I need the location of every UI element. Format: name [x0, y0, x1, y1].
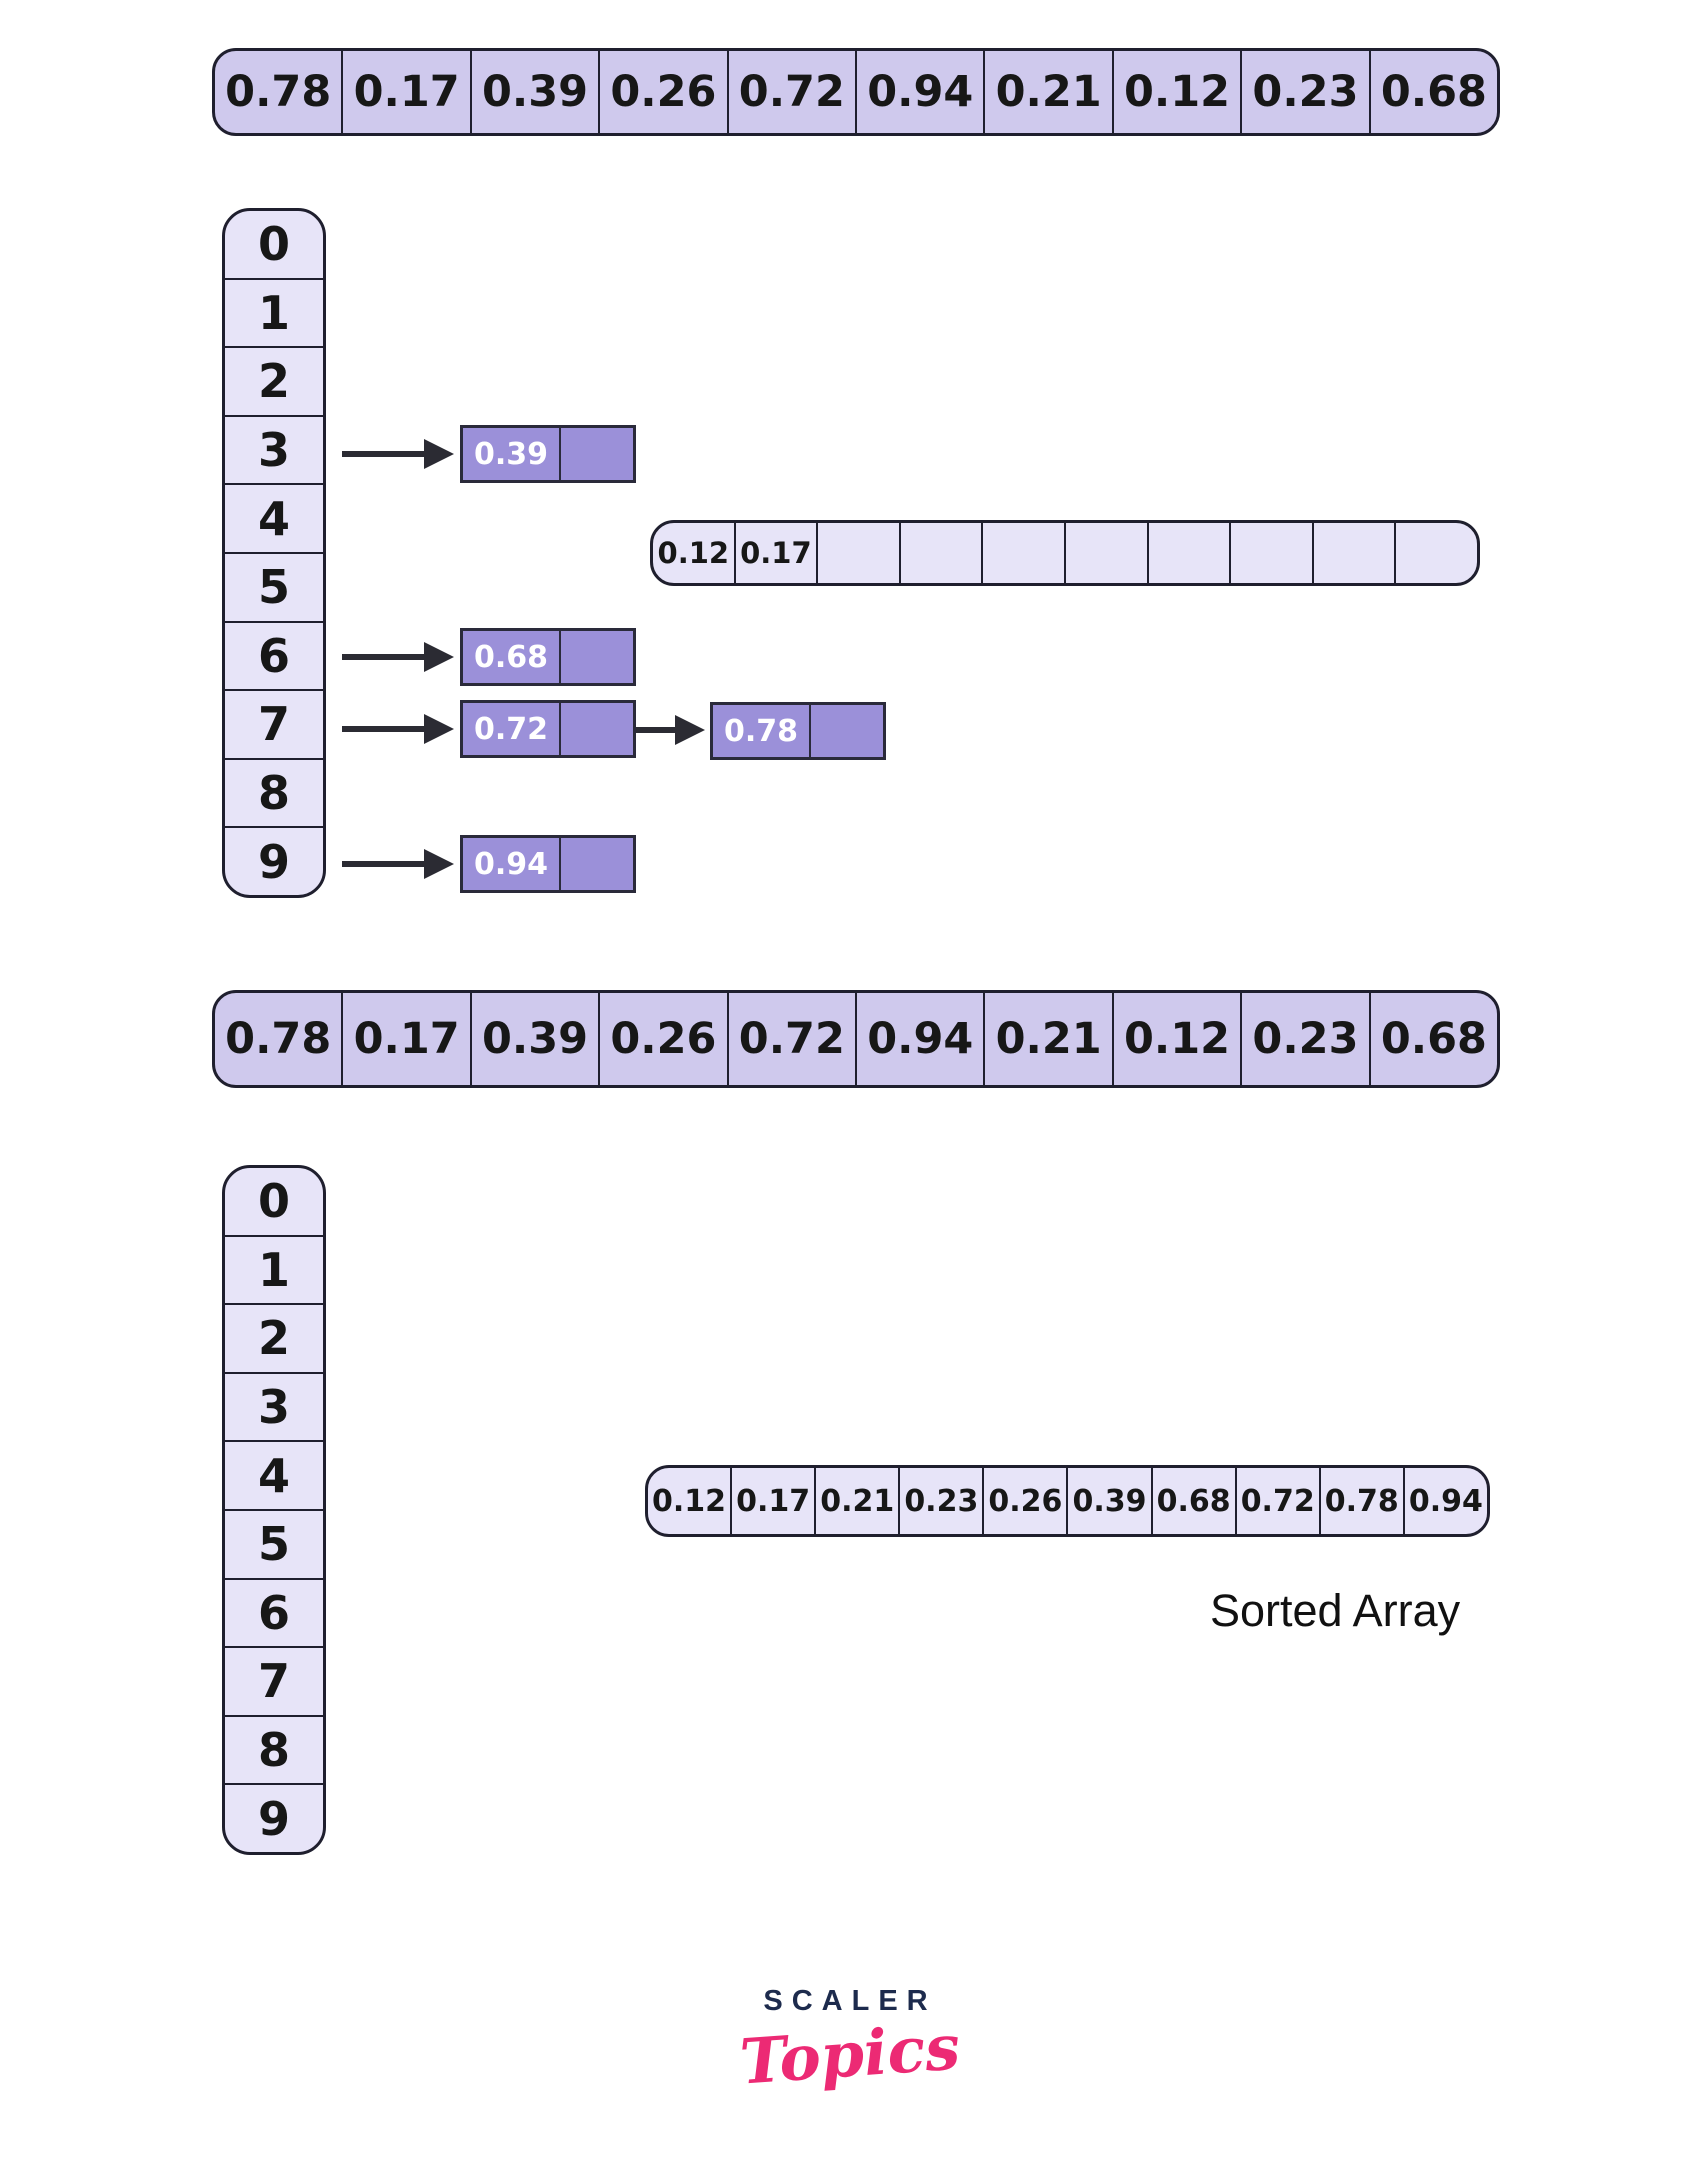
array-cell [816, 523, 899, 583]
array-cell: 0.72 [726, 993, 855, 1085]
bucket-index: 9 [225, 1783, 323, 1852]
node-next-pointer [559, 428, 633, 480]
array-cell: 0.17 [733, 523, 817, 583]
unsorted-array-2: 0.78 0.17 0.39 0.26 0.72 0.94 0.21 0.12 … [212, 990, 1500, 1088]
array-cell [1063, 523, 1147, 583]
array-cell: 0.26 [982, 1468, 1066, 1534]
bucket-index: 1 [225, 277, 323, 347]
bucket-index: 8 [225, 757, 323, 827]
array-cell: 0.72 [1234, 1468, 1319, 1534]
array-cell: 0.78 [225, 1014, 332, 1064]
array-cell: 0.39 [1066, 1468, 1150, 1534]
array-cell: 0.12 [1111, 51, 1240, 133]
scaler-topics-logo: SCALER Topics [700, 1985, 1000, 2099]
bucket-index: 7 [225, 1646, 323, 1715]
node-value: 0.72 [473, 711, 549, 747]
bucket-index: 8 [225, 1714, 323, 1784]
node-next-pointer [559, 703, 633, 755]
partial-output-array: 0.12 0.17 [650, 520, 1480, 586]
array-cell [1146, 523, 1230, 583]
array-cell: 0.68 [1150, 1468, 1235, 1534]
array-cell: 0.72 [726, 51, 855, 133]
bucket-index: 6 [225, 620, 323, 690]
bucket-index: 4 [225, 483, 323, 552]
array-cell: 0.17 [730, 1468, 814, 1534]
array-cell: 0.94 [855, 51, 983, 133]
bucket-index: 6 [225, 1577, 323, 1647]
array-cell: 0.23 [1240, 51, 1368, 133]
node-next-pointer [559, 631, 633, 683]
array-cell: 0.21 [814, 1468, 898, 1534]
array-cell [1229, 523, 1312, 583]
bucket-index-column-1: 0 1 2 3 4 5 6 7 8 9 [222, 208, 326, 898]
array-cell: 0.23 [898, 1468, 982, 1534]
bucket-index: 0 [257, 217, 290, 272]
array-cell: 0.21 [983, 51, 1111, 133]
logo-secondary-text: Topics [737, 2010, 963, 2099]
bucket-index: 0 [257, 1174, 290, 1229]
array-cell: 0.39 [469, 993, 598, 1085]
bucket-index: 2 [225, 1303, 323, 1372]
linked-list-node-bucket9: 0.94 [460, 835, 636, 893]
bucket-index: 1 [225, 1234, 323, 1304]
bucket-index: 5 [225, 551, 323, 621]
array-cell: 0.17 [341, 51, 469, 133]
array-cell: 0.94 [1402, 1468, 1487, 1534]
linked-list-node-bucket7-second: 0.78 [710, 702, 886, 760]
arrow-icon [342, 714, 454, 744]
array-cell [981, 523, 1064, 583]
bucket-index: 9 [225, 826, 323, 895]
node-next-pointer [559, 838, 633, 890]
arrow-icon [342, 849, 454, 879]
arrow-icon [342, 439, 454, 469]
array-cell: 0.26 [598, 51, 726, 133]
arrow-icon [342, 642, 454, 672]
array-cell: 0.68 [1368, 993, 1497, 1085]
linked-list-node-bucket6: 0.68 [460, 628, 636, 686]
logo-primary-text: SCALER [763, 1985, 937, 2017]
bucket-index-column-2: 0 1 2 3 4 5 6 7 8 9 [222, 1165, 326, 1855]
array-cell: 0.12 [1111, 993, 1240, 1085]
bucket-index: 4 [225, 1440, 323, 1509]
array-cell: 0.78 [1318, 1468, 1403, 1534]
node-value: 0.78 [723, 713, 799, 749]
array-cell: 0.78 [225, 67, 332, 117]
bucket-index: 5 [225, 1508, 323, 1578]
sorted-array: 0.12 0.17 0.21 0.23 0.26 0.39 0.68 0.72 … [645, 1465, 1490, 1537]
array-cell: 0.21 [983, 993, 1111, 1085]
unsorted-array-1: 0.78 0.17 0.39 0.26 0.72 0.94 0.21 0.12 … [212, 48, 1500, 136]
array-cell [898, 523, 982, 583]
array-cell [1394, 523, 1477, 583]
array-cell: 0.94 [855, 993, 983, 1085]
linked-list-node-bucket3: 0.39 [460, 425, 636, 483]
array-cell: 0.17 [341, 993, 469, 1085]
array-cell: 0.68 [1368, 51, 1497, 133]
bucket-index: 3 [225, 414, 323, 484]
array-cell: 0.23 [1240, 993, 1368, 1085]
array-cell: 0.12 [652, 1483, 727, 1519]
node-next-pointer [809, 705, 883, 757]
array-cell: 0.39 [469, 51, 598, 133]
array-cell: 0.12 [657, 536, 730, 570]
node-value: 0.68 [473, 639, 549, 675]
bucket-index: 7 [225, 689, 323, 758]
linked-list-node-bucket7-first: 0.72 [460, 700, 636, 758]
bucket-index: 2 [225, 346, 323, 415]
bucket-index: 3 [225, 1371, 323, 1441]
array-cell [1311, 523, 1395, 583]
array-cell: 0.26 [598, 993, 726, 1085]
sorted-array-label: Sorted Array [1210, 1585, 1461, 1636]
node-value: 0.39 [473, 436, 549, 472]
node-value: 0.94 [473, 846, 549, 882]
